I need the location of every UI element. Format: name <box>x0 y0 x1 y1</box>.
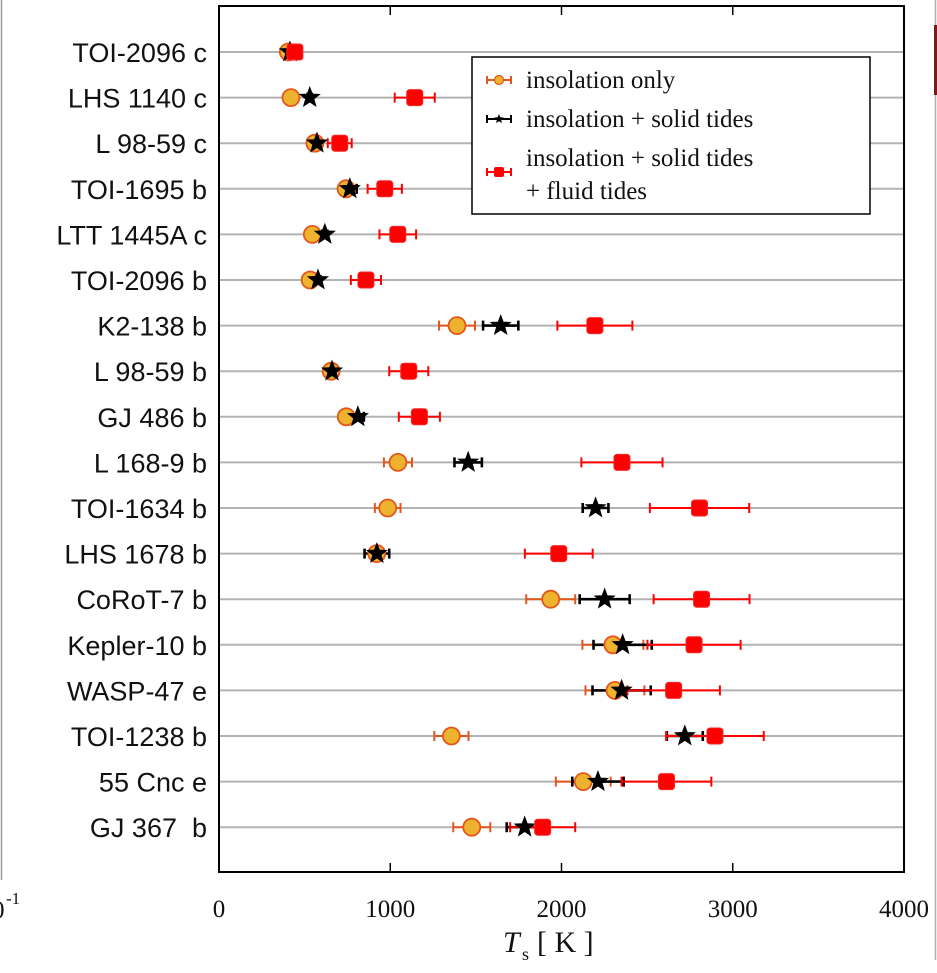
x-axis-label-unit: [ K ] <box>537 926 594 959</box>
y-tick-label: L 98-59 b <box>94 357 207 387</box>
data-point-square <box>389 225 407 243</box>
legend-item: insolation + solid tides <box>486 106 753 133</box>
data-point-square <box>665 681 683 699</box>
data-point-square <box>706 727 724 745</box>
y-tick-label: Kepler-10 b <box>67 631 207 661</box>
y-tick-label: CoRoT-7 b <box>76 585 207 615</box>
data-point-star <box>457 450 480 472</box>
legend-box <box>471 56 871 215</box>
data-point-square <box>534 818 552 836</box>
data-point-square <box>410 408 428 426</box>
data-point-square <box>613 453 631 471</box>
data-point-circle <box>441 726 461 746</box>
y-tick-label: LHS 1140 c <box>68 84 207 114</box>
y-tick-label: TOI-2096 c <box>72 38 207 68</box>
data-point-square <box>357 271 375 289</box>
legend-label: insolation + solid tides <box>526 106 753 133</box>
edge-fragment-exponent: -1 <box>6 889 20 908</box>
x-tick-label: 1000 <box>365 896 415 923</box>
legend-item: insolation + solid tides + fluid tides <box>486 145 753 205</box>
data-point-star <box>320 359 344 381</box>
data-point-square <box>691 499 709 517</box>
data-point-star <box>305 131 329 153</box>
series-3-markers <box>286 43 724 836</box>
legend-label: insolation only <box>526 67 676 94</box>
legend-item: insolation only <box>486 67 676 94</box>
y-tick-label: GJ 367 b <box>90 813 207 843</box>
data-point-circle <box>388 452 408 472</box>
data-point-star <box>513 815 536 837</box>
data-point-star <box>593 587 616 609</box>
right-panel-fragment <box>934 25 937 95</box>
legend-marker-star <box>494 114 504 124</box>
y-tick-label: L 168-9 b <box>94 448 207 478</box>
legend-label: + fluid tides <box>526 178 647 205</box>
y-tick-label: TOI-2096 b <box>71 266 207 296</box>
edge-fragment-label: 0 <box>0 897 5 924</box>
y-tick-label: WASP-47 e <box>67 676 207 706</box>
data-point-circle <box>541 589 561 609</box>
y-tick-label: K2-138 b <box>97 312 207 342</box>
y-tick-label: GJ 486 b <box>97 403 207 433</box>
data-point-star <box>673 724 696 746</box>
data-point-square <box>693 590 711 608</box>
data-point-star <box>346 405 369 427</box>
data-point-star <box>610 678 633 700</box>
y-tick-label: TOI-1695 b <box>71 175 207 205</box>
data-point-star <box>584 496 607 518</box>
data-point-circle <box>447 316 467 336</box>
data-point-square <box>685 636 703 654</box>
legend-label: insolation + solid tides <box>526 145 753 172</box>
series-2-markers <box>278 40 696 837</box>
data-marks <box>278 40 765 837</box>
legend-marker-circle <box>493 74 505 86</box>
data-point-circle <box>281 88 301 107</box>
x-tick-label: 2000 <box>537 896 587 923</box>
x-axis-label-symbol: T <box>503 926 522 959</box>
data-point-square <box>550 545 568 563</box>
data-point-star <box>611 633 634 655</box>
y-tick-label: LTT 1445A c <box>56 220 207 250</box>
data-point-circle <box>302 224 322 244</box>
data-point-star <box>586 769 610 792</box>
x-ticks: 0 1000 2000 3000 4000 <box>213 6 929 923</box>
data-point-square <box>331 134 349 152</box>
data-point-square <box>657 773 675 791</box>
data-point-star <box>489 313 512 336</box>
y-tick-label: TOI-1634 b <box>71 494 207 524</box>
data-point-square <box>400 362 418 380</box>
y-tick-label: 55 Cnc e <box>99 768 207 798</box>
y-tick-label: LHS 1678 b <box>64 540 207 570</box>
x-tick-label: 4000 <box>879 896 929 923</box>
x-axis-label: T s [ K ] <box>503 926 594 964</box>
y-tick-label: TOI-1238 b <box>71 722 207 752</box>
data-point-circle <box>573 772 593 791</box>
legend-marker-square <box>494 167 504 177</box>
data-point-square <box>586 317 604 335</box>
data-point-star <box>306 268 330 290</box>
data-point-star <box>365 541 388 564</box>
y-tick-label: L 98-59 c <box>95 129 207 159</box>
x-axis-label-subscript: s <box>522 944 529 964</box>
data-point-circle <box>378 498 398 518</box>
y-tick-labels: TOI-2096 c LHS 1140 c L 98-59 c TOI-1695 b L… <box>56 38 207 843</box>
data-point-star <box>298 85 321 108</box>
data-point-star <box>338 177 361 199</box>
data-point-star <box>313 222 336 244</box>
x-tick-label: 3000 <box>708 896 758 923</box>
data-point-square <box>376 180 394 198</box>
data-point-square <box>406 89 424 107</box>
x-tick-label: 0 <box>213 896 226 923</box>
data-point-circle <box>462 817 482 837</box>
data-point-square <box>286 43 304 61</box>
